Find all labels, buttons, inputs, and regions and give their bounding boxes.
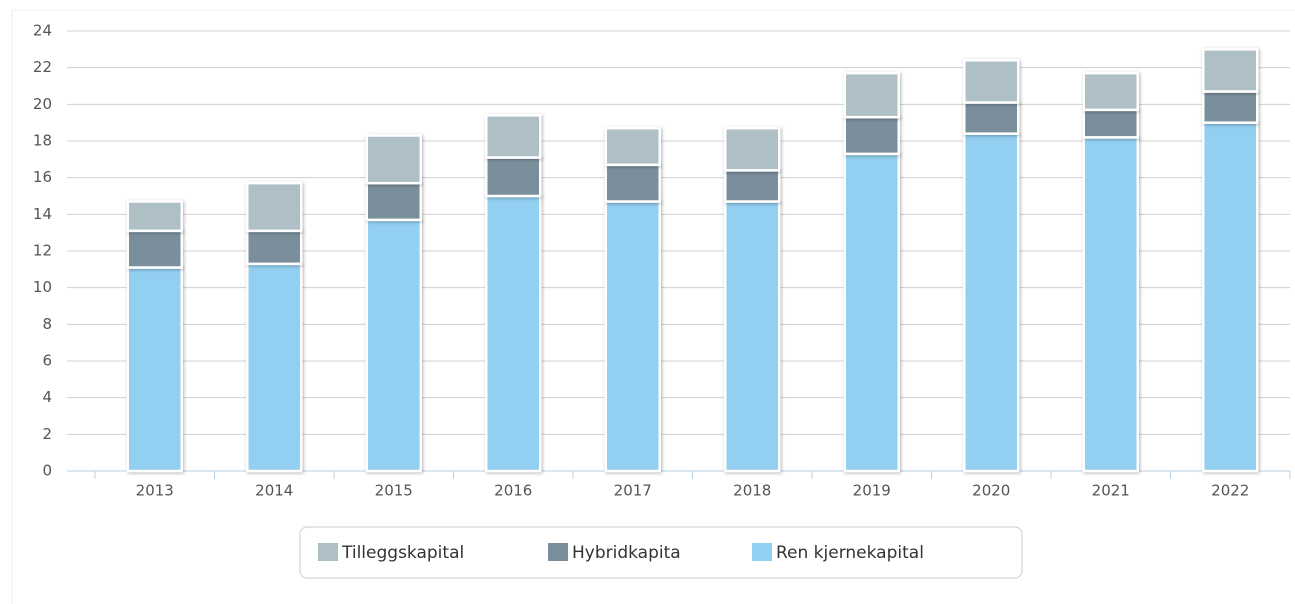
- bar-segment: [963, 132, 1020, 473]
- bar-segment: [246, 229, 303, 266]
- bar-segment: [1082, 108, 1139, 139]
- y-tick-label: 2: [42, 425, 52, 443]
- legend: Tilleggskapital Hybridkapita Ren kjernekap…: [318, 543, 924, 563]
- x-tick-label: 2021: [1092, 482, 1130, 500]
- x-tick-label: 2020: [972, 482, 1010, 500]
- bar-segment: [126, 229, 183, 269]
- x-tick-label: 2022: [1211, 482, 1249, 500]
- legend-swatch: [318, 543, 338, 561]
- y-tick-label: 10: [33, 278, 52, 296]
- x-tick-label: 2018: [733, 482, 771, 500]
- legend-swatch: [548, 543, 568, 561]
- bar-segment: [724, 200, 781, 473]
- y-tick-label: 4: [42, 388, 52, 406]
- bar-segment: [724, 126, 781, 172]
- x-tick-label: 2016: [494, 482, 532, 500]
- y-tick-label: 24: [33, 22, 52, 40]
- y-tick-label: 8: [42, 315, 52, 333]
- bar-segment: [246, 181, 303, 233]
- legend-box: [299, 526, 1023, 579]
- y-tick-label: 22: [33, 58, 52, 76]
- bar-segment: [365, 134, 422, 185]
- bar-segment: [604, 200, 661, 473]
- legend-label: Ren kjernekapital: [776, 543, 924, 563]
- y-tick-label: 16: [33, 168, 52, 186]
- y-tick-label: 0: [42, 462, 52, 480]
- bar-segment: [604, 163, 661, 203]
- x-tick-label: 2019: [853, 482, 891, 500]
- x-tick-label: 2017: [614, 482, 652, 500]
- bar-segment: [485, 156, 542, 198]
- bar-segment: [963, 59, 1020, 104]
- bar-segment: [1082, 136, 1139, 473]
- bar-segment: [485, 114, 542, 159]
- bar-segment: [1202, 90, 1259, 124]
- y-tick-label: 14: [33, 205, 52, 223]
- bar-segment: [246, 262, 303, 473]
- bar-segment: [1082, 71, 1139, 112]
- y-tick-label: 12: [33, 242, 52, 260]
- legend-swatch: [752, 543, 772, 561]
- bar-segment: [485, 194, 542, 473]
- bar-segment: [1202, 121, 1259, 473]
- y-tick-label: 6: [42, 352, 52, 370]
- x-tick-label: 2015: [375, 482, 413, 500]
- legend-label: Hybridkapita: [572, 543, 681, 563]
- bar-segment: [365, 181, 422, 222]
- y-tick-label: 20: [33, 95, 52, 113]
- bar-segment: [963, 101, 1020, 135]
- bar-segment: [1202, 48, 1259, 93]
- bar-segment: [843, 115, 900, 156]
- bar-segment: [126, 200, 183, 233]
- bar-segment: [365, 218, 422, 473]
- bar-segment: [724, 169, 781, 203]
- bar-segment: [843, 71, 900, 119]
- legend-label: Tilleggskapital: [341, 543, 464, 563]
- bar-segment: [604, 126, 661, 167]
- x-tick-label: 2013: [136, 482, 174, 500]
- bar-segment: [843, 152, 900, 473]
- x-tick-label: 2014: [255, 482, 293, 500]
- y-tick-label: 18: [33, 132, 52, 150]
- bar-segment: [126, 266, 183, 473]
